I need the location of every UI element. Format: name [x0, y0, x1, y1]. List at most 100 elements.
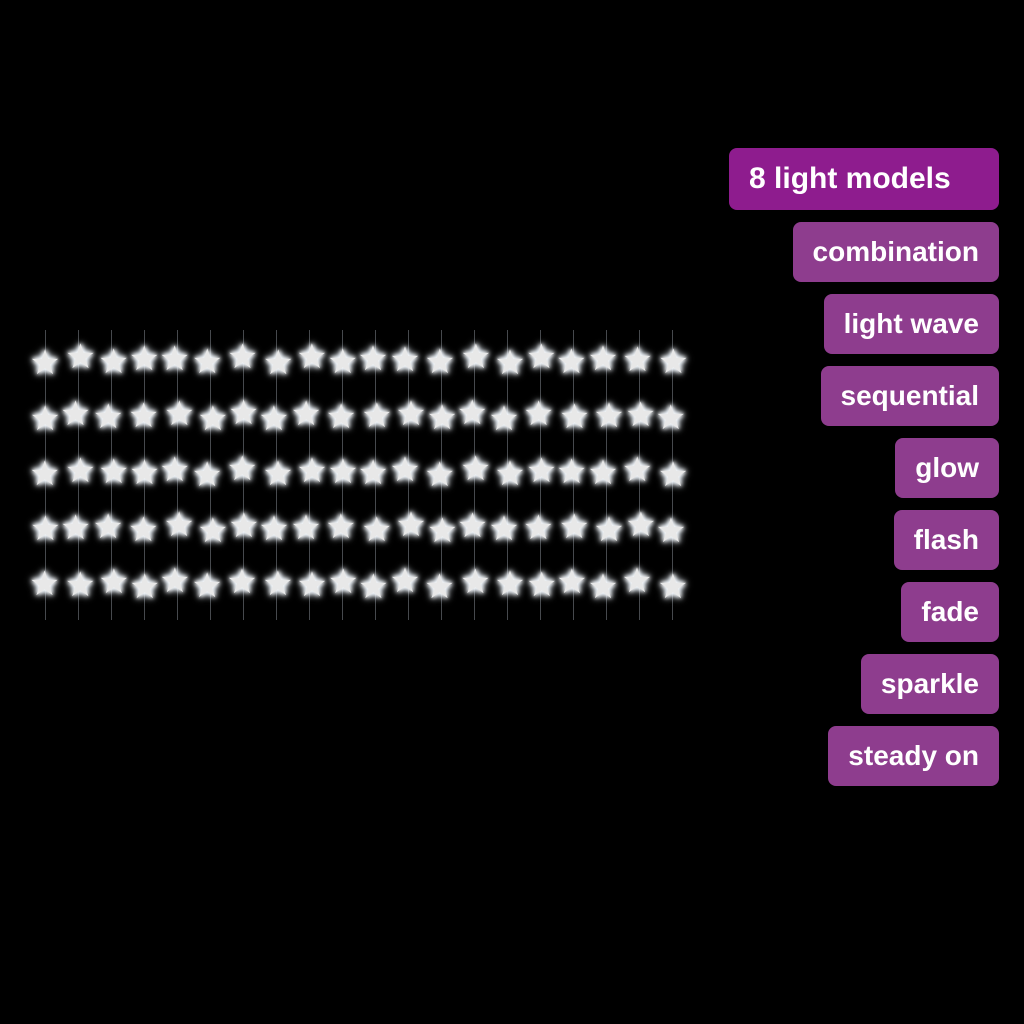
star-icon: ★: [559, 400, 589, 434]
star-icon: ★: [358, 342, 388, 376]
star-icon: ★: [259, 402, 289, 436]
star-icon: ★: [30, 512, 60, 546]
star-icon: ★: [30, 402, 60, 436]
star-icon: ★: [192, 345, 222, 379]
star-icon: ★: [495, 346, 525, 380]
star-icon: ★: [93, 400, 123, 434]
star-icon: ★: [658, 570, 688, 604]
star-icon: ★: [622, 453, 652, 487]
mode-combination: combination: [793, 222, 999, 282]
star-icon: ★: [658, 345, 688, 379]
star-icon: ★: [227, 565, 257, 599]
star-icon: ★: [358, 456, 388, 490]
star-icon: ★: [192, 458, 222, 492]
star-icon: ★: [328, 455, 358, 489]
star-icon: ★: [495, 457, 525, 491]
star-icon: ★: [93, 510, 123, 544]
star-icon: ★: [60, 397, 90, 431]
star-icon: ★: [263, 567, 293, 601]
star-icon: ★: [326, 510, 356, 544]
star-icon: ★: [489, 512, 519, 546]
star-icon: ★: [622, 564, 652, 598]
star-icon: ★: [361, 513, 391, 547]
star-icon: ★: [523, 397, 553, 431]
star-curtain-image: ★★★★★★★★★★★★★★★★★★★★★★★★★★★★★★★★★★★★★★★★…: [30, 330, 685, 620]
star-icon: ★: [259, 512, 289, 546]
star-icon: ★: [99, 565, 129, 599]
mode-glow: glow: [895, 438, 999, 498]
star-icon: ★: [556, 455, 586, 489]
star-icon: ★: [263, 346, 293, 380]
star-icon: ★: [656, 401, 686, 435]
star-icon: ★: [390, 343, 420, 377]
star-icon: ★: [588, 342, 618, 376]
star-icon: ★: [128, 399, 158, 433]
star-icon: ★: [99, 455, 129, 489]
star-icon: ★: [160, 564, 190, 598]
light-modes-panel: 8 light models combination light wave se…: [729, 148, 999, 786]
mode-steady-on: steady on: [828, 726, 999, 786]
star-icon: ★: [622, 343, 652, 377]
star-icon: ★: [424, 570, 454, 604]
star-icon: ★: [495, 567, 525, 601]
star-icon: ★: [588, 456, 618, 490]
mode-light-wave: light wave: [824, 294, 999, 354]
star-icon: ★: [460, 565, 490, 599]
star-icon: ★: [362, 399, 392, 433]
star-icon: ★: [489, 402, 519, 436]
star-icon: ★: [29, 567, 59, 601]
star-icon: ★: [526, 454, 556, 488]
star-icon: ★: [129, 456, 159, 490]
star-icon: ★: [427, 401, 457, 435]
star-icon: ★: [658, 458, 688, 492]
star-icon: ★: [457, 396, 487, 430]
star-icon: ★: [65, 340, 95, 374]
star-icon: ★: [297, 568, 327, 602]
star-icon: ★: [129, 342, 159, 376]
star-icon: ★: [557, 565, 587, 599]
star-icon: ★: [523, 511, 553, 545]
star-icon: ★: [198, 402, 228, 436]
star-icon: ★: [192, 569, 222, 603]
mode-fade: fade: [901, 582, 999, 642]
star-icon: ★: [594, 513, 624, 547]
star-icon: ★: [559, 510, 589, 544]
star-icon: ★: [128, 513, 158, 547]
star-icon: ★: [60, 511, 90, 545]
star-icon: ★: [424, 458, 454, 492]
star-icon: ★: [457, 509, 487, 543]
star-icon: ★: [228, 396, 258, 430]
star-icon: ★: [98, 345, 128, 379]
star-icon: ★: [656, 514, 686, 548]
star-icon: ★: [526, 340, 556, 374]
star-icon: ★: [425, 345, 455, 379]
star-icon: ★: [390, 564, 420, 598]
star-icon: ★: [588, 570, 618, 604]
star-icon: ★: [291, 397, 321, 431]
star-icon: ★: [526, 568, 556, 602]
star-icon: ★: [297, 340, 327, 374]
star-icon: ★: [160, 453, 190, 487]
star-icon: ★: [263, 457, 293, 491]
star-icon: ★: [396, 397, 426, 431]
star-icon: ★: [328, 565, 358, 599]
star-icon: ★: [297, 454, 327, 488]
star-icon: ★: [328, 345, 358, 379]
star-icon: ★: [594, 399, 624, 433]
mode-sequential: sequential: [821, 366, 999, 426]
mode-flash: flash: [894, 510, 999, 570]
star-icon: ★: [164, 397, 194, 431]
star-icon: ★: [227, 452, 257, 486]
star-icon: ★: [625, 398, 655, 432]
star-icon: ★: [556, 345, 586, 379]
star-icon: ★: [30, 457, 60, 491]
star-icon: ★: [390, 453, 420, 487]
star-icon: ★: [65, 568, 95, 602]
star-icon: ★: [227, 340, 257, 374]
mode-sparkle: sparkle: [861, 654, 999, 714]
star-icon: ★: [291, 511, 321, 545]
star-icon: ★: [460, 452, 490, 486]
star-icon: ★: [326, 400, 356, 434]
star-icon: ★: [396, 508, 426, 542]
star-icon: ★: [130, 570, 160, 604]
